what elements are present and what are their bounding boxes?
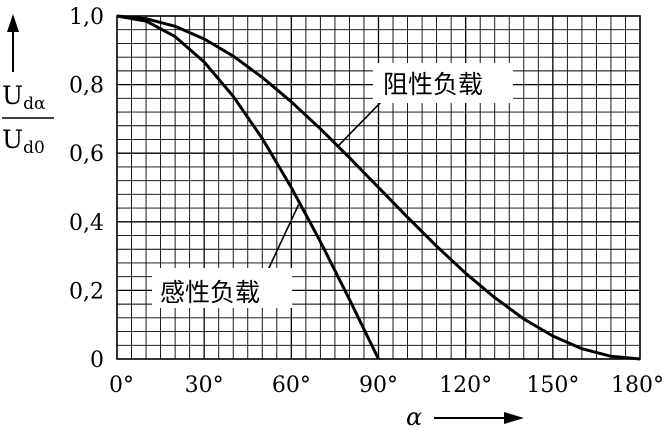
y-axis-label: Udα Ud0	[2, 14, 54, 158]
annotation-resistive-load: 阻性负载	[383, 70, 483, 99]
y-tick-label: 0,4	[69, 211, 104, 236]
x-tick-label: 150°	[526, 373, 579, 398]
y-tick-label: 0,8	[69, 74, 104, 99]
x-label-alpha: α	[406, 403, 422, 430]
leader-line-resistive	[337, 99, 384, 147]
x-tick-label: 180°	[611, 373, 664, 398]
grid	[117, 16, 640, 359]
x-tick-label: 0°	[109, 373, 134, 398]
y-tick-label: 0,2	[69, 279, 104, 304]
annotation-resistive-bg	[373, 63, 513, 103]
y-label-denominator: Ud0	[2, 125, 45, 158]
x-tick-label: 30°	[185, 373, 224, 398]
curves	[116, 14, 641, 361]
inductive-load-curve	[116, 14, 380, 360]
resistive-load-curve	[116, 14, 641, 361]
y-label-numerator: Udα	[2, 81, 46, 114]
y-tick-label: 0	[90, 348, 104, 373]
y-tick-labels: 0 0,2 0,4 0,6 0,8 1,0	[69, 5, 104, 373]
y-tick-label: 1,0	[69, 5, 104, 30]
annotation-inductive-bg	[152, 268, 292, 308]
annotation-inductive-load: 感性负载	[160, 278, 260, 307]
y-axis-arrow-head	[7, 14, 19, 32]
x-tick-labels: 0° 30° 60° 90° 120° 150° 180°	[109, 373, 664, 398]
x-tick-label: 120°	[439, 373, 492, 398]
x-tick-label: 90°	[359, 373, 398, 398]
y-tick-label: 0,6	[69, 142, 104, 167]
annotation-leaders	[267, 99, 384, 271]
leader-line-inductive	[267, 204, 300, 271]
x-tick-label: 60°	[272, 373, 311, 398]
x-axis-label: α	[406, 403, 524, 430]
x-axis-arrow-head	[504, 412, 524, 424]
